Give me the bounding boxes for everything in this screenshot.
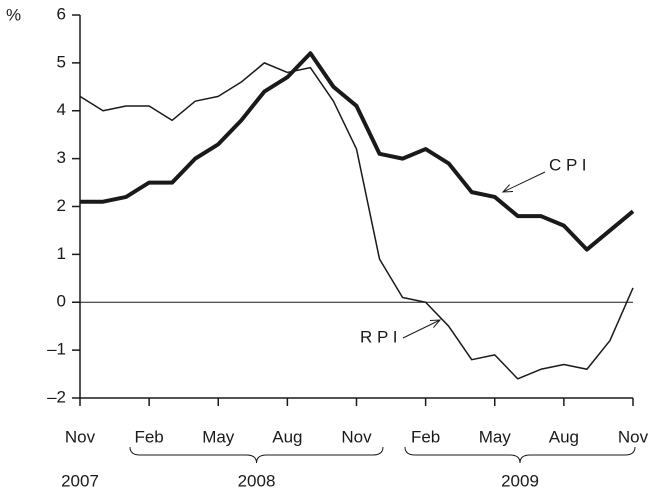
year-label: 2009 <box>501 471 539 490</box>
year-label: 2007 <box>61 471 99 490</box>
label-arrow <box>502 171 546 193</box>
y-tick-label: 0 <box>57 292 66 311</box>
label-arrow <box>402 319 441 339</box>
arrow-head <box>429 319 442 328</box>
x-tick-label: Nov <box>341 427 372 446</box>
y-tick-label: –1 <box>47 340 66 359</box>
x-tick-label: May <box>479 427 512 446</box>
x-tick-label: May <box>202 427 235 446</box>
y-tick-label: 2 <box>57 196 66 215</box>
series-label: C P I <box>549 155 586 174</box>
series-label: R P I <box>360 327 397 346</box>
year-label: 2008 <box>238 471 276 490</box>
series-line <box>80 51 635 252</box>
x-tick-label: Aug <box>549 427 579 446</box>
y-tick-label: 5 <box>57 52 66 71</box>
y-tick-label: 1 <box>57 244 66 263</box>
year-brace <box>129 446 384 464</box>
series-line <box>79 62 634 380</box>
y-tick-label: 3 <box>57 148 66 167</box>
x-tick-label: Feb <box>134 427 163 446</box>
y-tick-label: –2 <box>47 387 66 406</box>
x-tick-label: Nov <box>618 427 649 446</box>
x-tick-label: Feb <box>411 427 440 446</box>
year-brace <box>404 446 636 464</box>
y-unit: % <box>6 5 21 24</box>
x-tick-label: Aug <box>272 427 302 446</box>
y-tick-label: 6 <box>57 4 66 23</box>
x-tick-label: Nov <box>65 427 96 446</box>
arrow-head <box>501 184 514 193</box>
y-tick-label: 4 <box>57 100 66 119</box>
